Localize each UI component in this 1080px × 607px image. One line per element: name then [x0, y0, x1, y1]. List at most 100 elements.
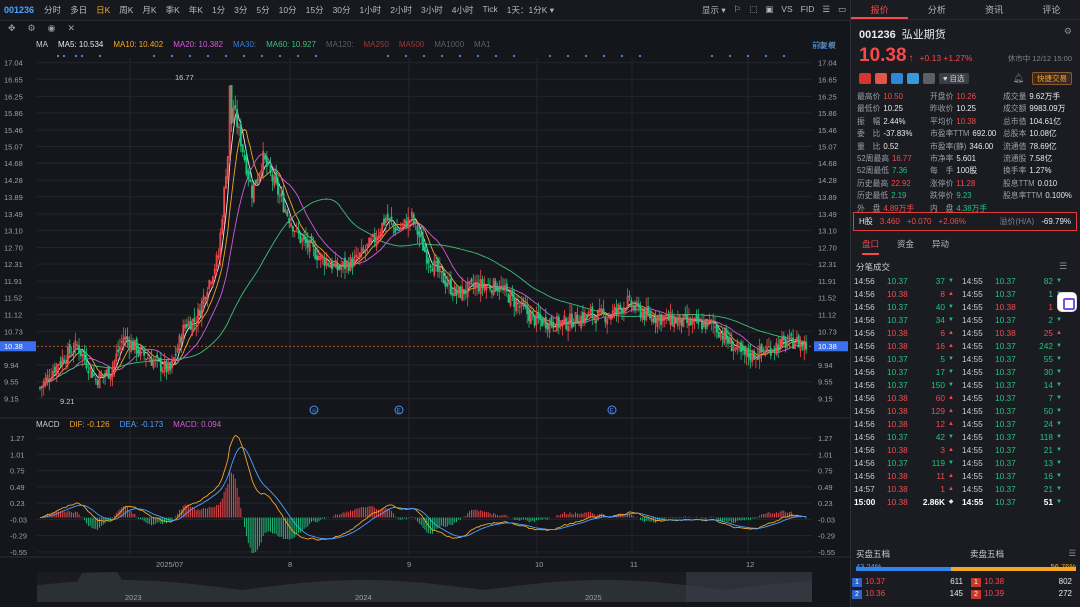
candle-body	[803, 342, 806, 351]
ma-indicator-label[interactable]: MA	[36, 40, 48, 49]
timeframe-4[interactable]: 月K	[142, 5, 157, 15]
chart-area[interactable]: 17.04 17.04 16.65 16.65 16.25 16.25 15.86 15.86…	[0, 50, 850, 607]
candle-body	[442, 269, 445, 284]
add-watchlist-button[interactable]: ♥ 自选	[939, 73, 969, 84]
orderbook-row[interactable]: 1 10.37 611 1 10.38 802	[852, 576, 1078, 588]
event-dot	[188, 54, 192, 58]
timeframe-0[interactable]: 分时	[44, 5, 62, 15]
timeframe-16[interactable]: 4小时	[451, 5, 474, 15]
camera-icon[interactable]: ▣	[765, 4, 774, 14]
macd-label[interactable]: MACD	[36, 420, 60, 429]
quote-value: 7.58亿	[1029, 153, 1053, 163]
eye-icon[interactable]: ◉	[47, 23, 56, 33]
quote-value: 11.28	[956, 178, 976, 188]
book-menu-icon[interactable]: ☰	[1068, 548, 1076, 558]
tick-time: 14:56	[854, 393, 875, 403]
event-dot	[296, 54, 300, 58]
bid-level: 1	[852, 577, 862, 587]
quote-cell: 52周最低 7.36	[857, 165, 930, 176]
tick-time: 14:56	[854, 328, 875, 338]
tab-comments[interactable]: 评论	[1042, 5, 1061, 15]
candle-body	[96, 380, 99, 386]
tick-price: 10.37	[887, 367, 908, 377]
layout-icon[interactable]: ▭	[837, 4, 846, 14]
stock-code-tab[interactable]: 001236	[4, 5, 35, 15]
bell-icon[interactable]: 🔔︎	[1012, 73, 1024, 83]
timeframe-10[interactable]: 10分	[278, 5, 297, 15]
timeframe-6[interactable]: 年K	[188, 5, 203, 15]
timeframe-17[interactable]: Tick	[482, 4, 498, 14]
candle-body	[55, 363, 58, 375]
candle-body	[360, 247, 363, 255]
chart-zoom-icon[interactable]: ⊖ ⊕	[818, 40, 836, 50]
adjust-mode-button[interactable]: 前复权	[812, 41, 836, 50]
tab-quote[interactable]: 报价	[851, 0, 909, 19]
candle-body	[124, 336, 127, 339]
tick-list: 14:56 10.37 37 ▼ 14:55 10.37 82 ▼ 14:56 10.38 8 ▲ 14…	[854, 275, 1078, 509]
candle-body	[539, 314, 542, 321]
quote-cell: 昨收价 10.25	[930, 103, 1003, 114]
flag-icon[interactable]: ⚐	[733, 4, 742, 14]
gear-icon[interactable]: ⚙	[1063, 26, 1072, 36]
list-icon[interactable]: ☰	[822, 4, 830, 14]
quote-cell: 成交额 9983.09万	[1003, 103, 1077, 114]
window-icon[interactable]: ⬚	[749, 4, 758, 14]
vs-button[interactable]: VS	[781, 4, 793, 14]
candle-body	[57, 364, 60, 366]
timeframe-3[interactable]: 周K	[119, 5, 134, 15]
subtab-alerts[interactable]: 异动	[932, 239, 950, 249]
tick-volume: 1	[1048, 302, 1053, 312]
tab-news[interactable]: 资讯	[985, 5, 1004, 15]
event-dot	[80, 54, 84, 58]
quote-value: 2.44%	[883, 116, 906, 126]
candle-body	[414, 221, 417, 223]
timeframe-15[interactable]: 3小时	[421, 5, 443, 15]
quick-trade-button[interactable]: 快捷交易	[1032, 72, 1072, 85]
crosshair-icon[interactable]: ✥	[8, 23, 16, 33]
subtab-funds[interactable]: 资金	[897, 239, 915, 249]
subtab-orderbook[interactable]: 盘口	[862, 238, 880, 255]
tick-direction-icon: ▲	[948, 421, 954, 427]
candle-body	[78, 345, 81, 354]
timeframe-18[interactable]: 1天：1分K ▾	[506, 5, 555, 15]
timeframe-12[interactable]: 30分	[332, 5, 351, 15]
floating-widget-button[interactable]	[1057, 292, 1077, 312]
price-tick-left: 16.25	[4, 92, 23, 101]
timeframe-13[interactable]: 1小时	[359, 5, 382, 15]
timeframe-2[interactable]: 日K	[96, 5, 111, 15]
candle-body	[388, 218, 391, 220]
ma500-value: MA500	[398, 40, 425, 49]
candle-body	[436, 258, 439, 272]
quote-cell: 股息率TTM 0.100%	[1003, 190, 1077, 201]
tick-time: 14:56	[854, 315, 875, 325]
tick-price: 10.37	[995, 393, 1016, 403]
display-dropdown[interactable]: 显示 ▾	[701, 5, 726, 15]
timeframe-1[interactable]: 多日	[70, 5, 88, 15]
price-tick-right: 14.68	[818, 159, 837, 168]
candle-body	[120, 340, 123, 343]
timeframe-9[interactable]: 5分	[256, 5, 270, 15]
candle-body	[429, 265, 432, 268]
candle-body	[569, 313, 571, 325]
timeframe-8[interactable]: 3分	[234, 5, 248, 15]
event-dot	[584, 54, 588, 58]
price-tick-right: 9.94	[818, 361, 833, 370]
menu-icon[interactable]: ☰	[1059, 261, 1068, 271]
timeframe-7[interactable]: 1分	[211, 5, 226, 15]
tick-volume: 11	[936, 471, 945, 481]
candle-body	[714, 326, 716, 328]
timeframe-14[interactable]: 2小时	[390, 5, 413, 15]
orderbook-row[interactable]: 2 10.36 145 2 10.39 272	[852, 588, 1078, 600]
candle-body	[520, 300, 523, 306]
candle-body	[65, 362, 67, 364]
close-icon[interactable]: ✕	[67, 23, 76, 33]
tick-time: 14:56	[854, 445, 875, 455]
settings-icon[interactable]: ⚙	[27, 23, 36, 33]
timeframe-11[interactable]: 15分	[305, 5, 324, 15]
hshare-row[interactable]: H股 3.460 +0.070 +2.06% 溢价(H/A) -69.79%	[853, 212, 1077, 231]
fid-button[interactable]: FID	[800, 4, 815, 14]
timeframe-5[interactable]: 季K	[165, 5, 180, 15]
tab-analysis[interactable]: 分析	[927, 5, 946, 15]
candle-body	[312, 243, 315, 247]
tick-time: 14:55	[962, 354, 983, 364]
